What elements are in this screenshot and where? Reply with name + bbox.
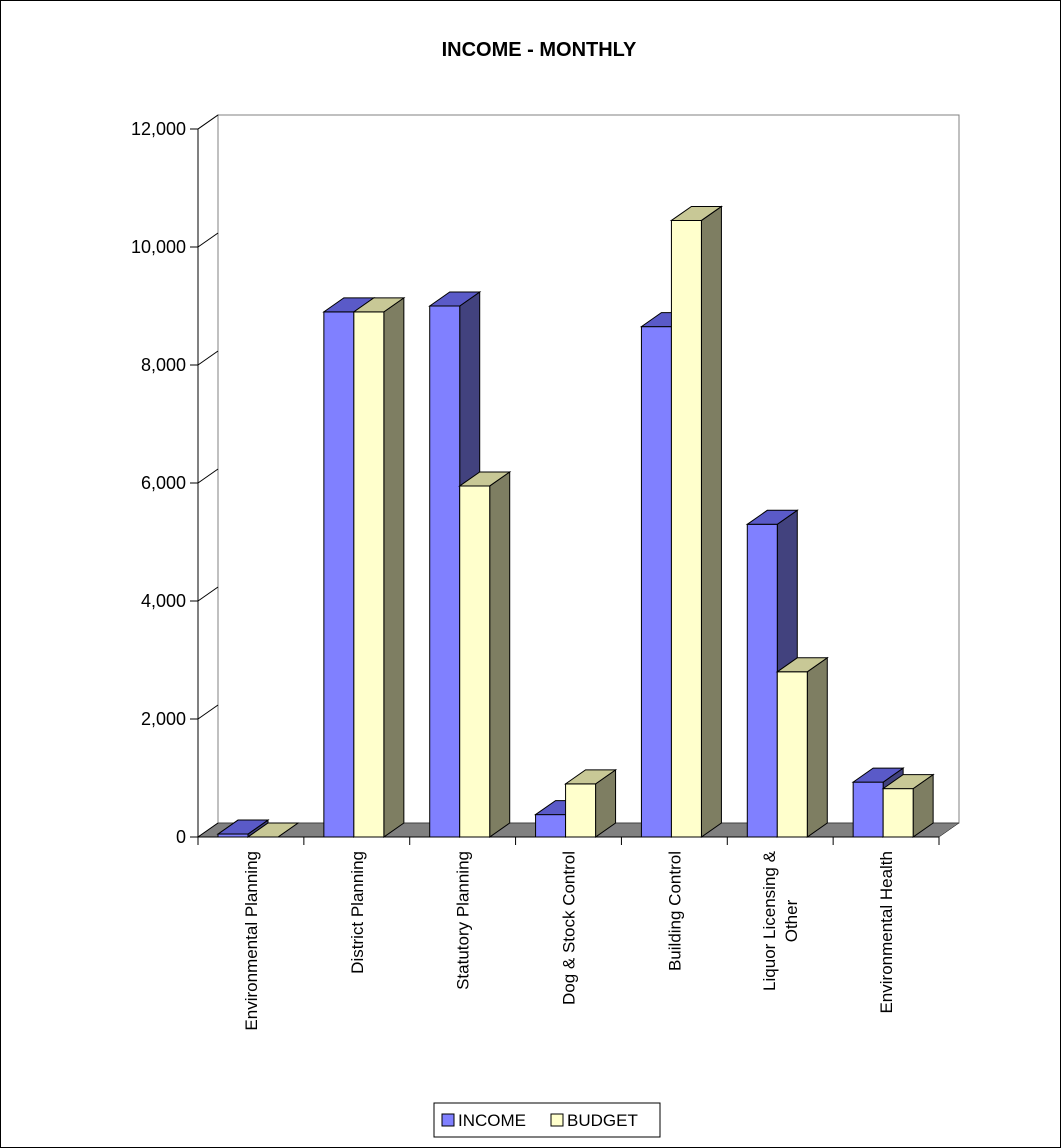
bar-side <box>700 205 722 838</box>
legend-swatch-budget <box>550 1113 564 1127</box>
x-category-label: Environmental Health <box>877 851 896 1014</box>
bar-front <box>776 671 808 838</box>
bar-side <box>489 470 511 838</box>
legend-label: INCOME <box>458 1111 526 1130</box>
y-tick-diagonal <box>197 232 219 248</box>
bar-side <box>383 296 405 838</box>
y-tick-label: 0 <box>176 827 186 847</box>
bar-front <box>459 485 491 838</box>
bar-top <box>851 767 905 783</box>
bars <box>216 205 935 838</box>
bar-top <box>458 471 512 487</box>
bar-top <box>428 291 482 307</box>
bar-budget <box>458 470 512 838</box>
x-category-label: Liquor Licensing & <box>760 850 779 991</box>
bar-budget <box>669 205 724 838</box>
x-category-label: Environmental Planning <box>242 851 261 1031</box>
legend-swatch-income <box>441 1113 455 1127</box>
x-category-label: Dog & Stock Control <box>560 851 579 1005</box>
bar-front <box>640 326 672 838</box>
x-category-label: Building Control <box>665 851 684 971</box>
x-category-label: Statutory Planning <box>454 851 473 990</box>
y-tick-diagonal <box>197 822 219 838</box>
legend-label: BUDGET <box>567 1111 638 1130</box>
bar-top <box>775 657 829 673</box>
legend-box <box>433 1102 661 1138</box>
chart-title: INCOME - MONTHLY <box>442 39 637 61</box>
bar-budget <box>775 656 829 838</box>
x-category-label: Other <box>782 899 801 942</box>
y-tick-label: 8,000 <box>141 355 186 375</box>
y-tick-diagonal <box>197 586 219 602</box>
bar-top <box>669 205 724 221</box>
bar-top <box>352 297 406 313</box>
bar-front <box>882 788 914 838</box>
bar-budget <box>352 296 406 838</box>
bar-front <box>852 781 884 838</box>
bar-front <box>670 219 702 838</box>
y-tick-label: 2,000 <box>141 709 186 729</box>
bar-side <box>806 656 828 838</box>
y-tick-diagonal <box>197 350 219 366</box>
bar-top <box>216 819 270 835</box>
bar-front <box>535 814 567 838</box>
x-axis: Environmental Planning District Planning S… <box>197 836 940 1031</box>
bar-top <box>563 769 618 785</box>
bar-budget <box>563 768 618 838</box>
bar-top <box>745 509 799 525</box>
bar-front <box>565 783 597 838</box>
bar-front <box>746 523 778 838</box>
y-tick-diagonal <box>197 114 219 130</box>
bar-budget <box>881 773 935 838</box>
x-category-label: District Planning <box>348 851 367 974</box>
y-axis: 0 2,000 4,000 6,000 8,000 10,000 12,000 <box>131 114 219 847</box>
legend: INCOME BUDGET <box>433 1102 661 1138</box>
bar-front <box>429 305 461 838</box>
y-tick-diagonal <box>197 704 219 720</box>
y-tick-label: 4,000 <box>141 591 186 611</box>
bar-front <box>323 311 355 838</box>
chart-walls <box>197 114 960 838</box>
bar-front <box>353 311 385 838</box>
y-tick-label: 10,000 <box>131 237 186 257</box>
y-tick-diagonal <box>197 468 219 484</box>
bar-top <box>881 774 935 790</box>
y-tick-label: 12,000 <box>131 119 186 139</box>
y-tick-label: 6,000 <box>141 473 186 493</box>
